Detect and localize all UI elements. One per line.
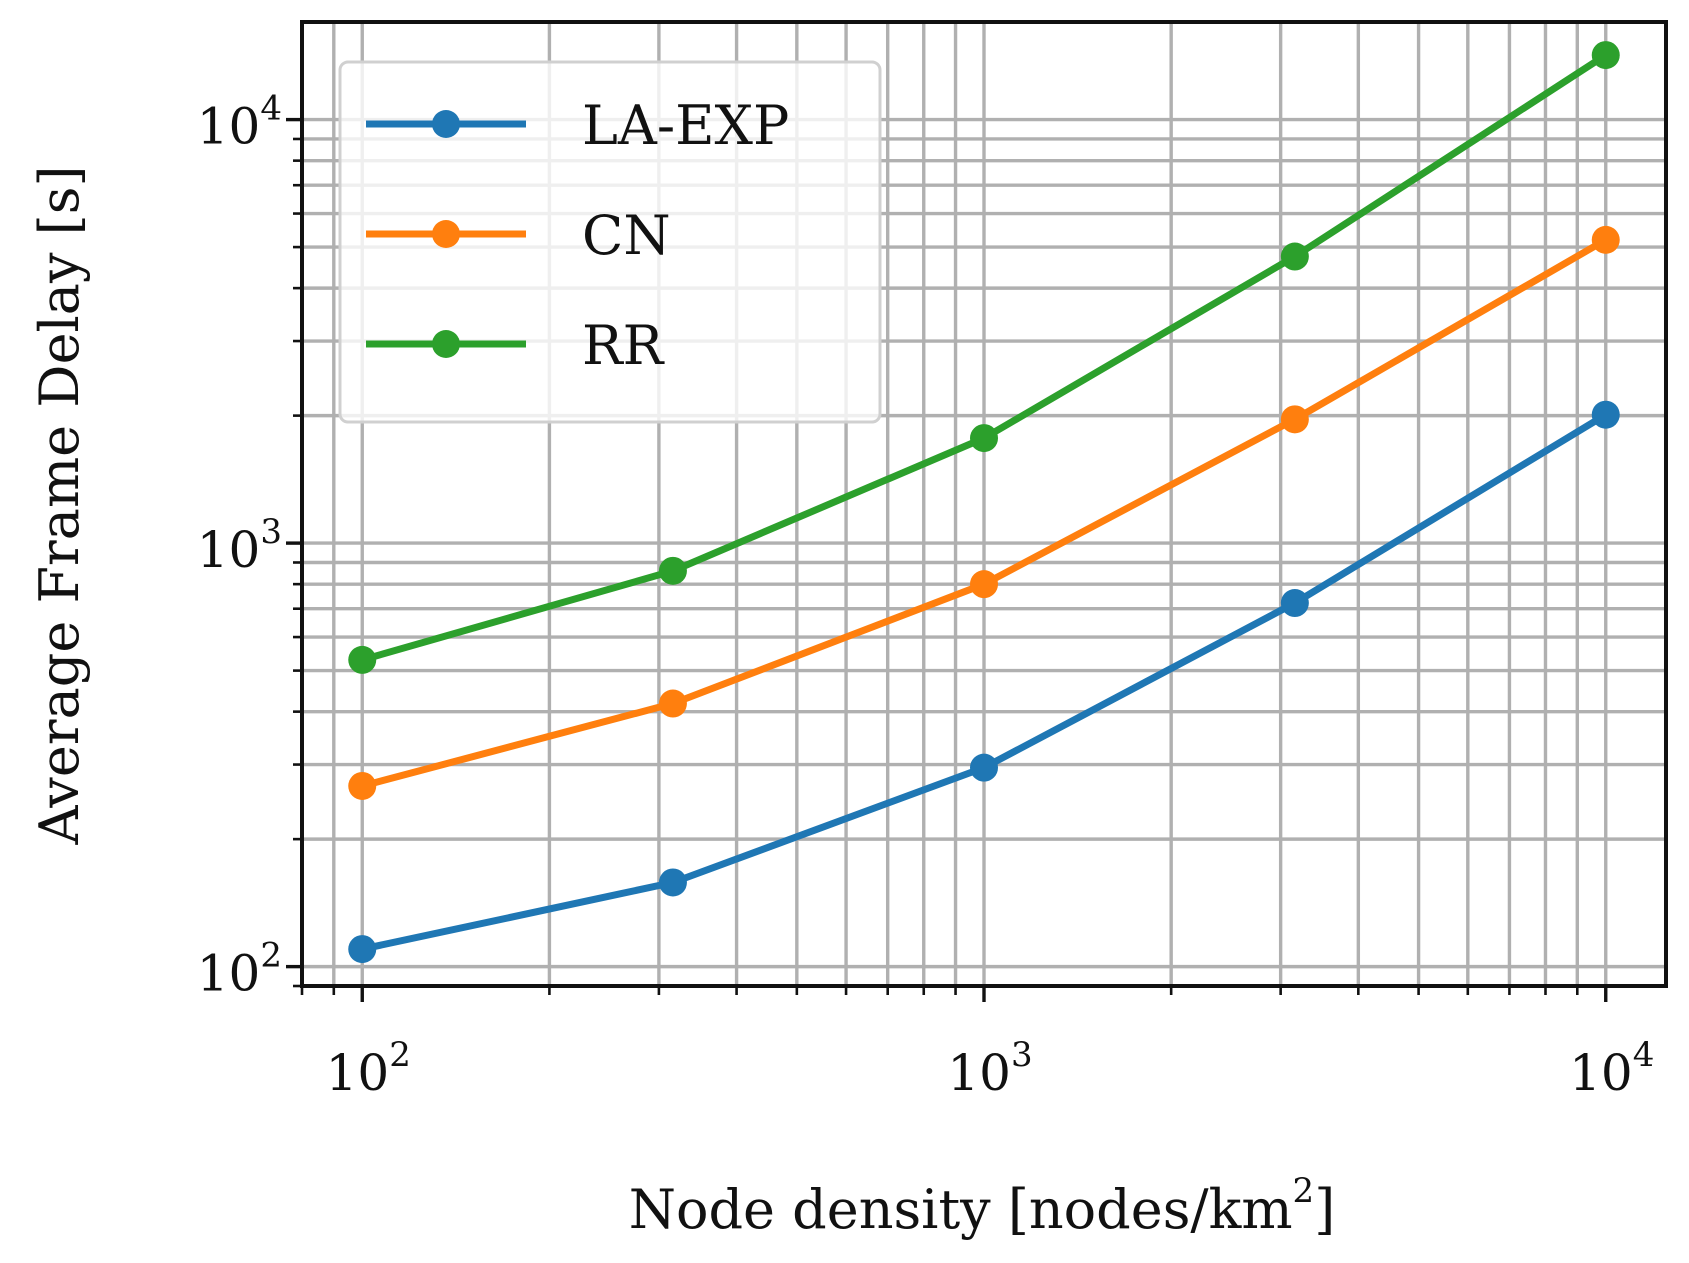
data-point-la-exp <box>348 935 377 964</box>
axis-titles: Node density [nodes/km2] Average Frame D… <box>28 165 1335 1241</box>
data-point-la-exp <box>1280 589 1309 618</box>
y-axis-title: Average Frame Delay [s] <box>28 165 91 845</box>
legend-marker-la-exp <box>432 110 460 138</box>
legend-label-rr: RR <box>582 314 665 377</box>
data-series <box>348 41 1620 964</box>
data-point-cn <box>1591 225 1620 254</box>
data-point-rr <box>348 645 377 674</box>
legend: LA-EXP CN RR <box>338 60 882 424</box>
data-point-la-exp <box>970 753 998 782</box>
data-point-la-exp <box>1591 400 1620 429</box>
data-point-rr <box>1280 242 1309 271</box>
data-point-rr <box>970 424 998 453</box>
data-point-cn <box>970 570 998 599</box>
y-tick-label: 102 <box>197 936 282 1003</box>
data-point-cn <box>1280 405 1309 434</box>
legend-marker-cn <box>432 220 460 248</box>
x-tick-label: 102 <box>326 1035 411 1102</box>
data-point-cn <box>658 689 687 718</box>
y-tick-label: 104 <box>197 89 282 156</box>
x-tick-label: 104 <box>1569 1035 1654 1102</box>
axes: 102 103 104 102 103 104 <box>197 20 1668 1102</box>
data-point-cn <box>348 771 377 800</box>
legend-label-cn: CN <box>582 204 671 267</box>
data-point-rr <box>658 556 687 585</box>
legend-box <box>338 60 882 424</box>
legend-label-la-exp: LA-EXP <box>582 94 789 157</box>
data-point-rr <box>1591 41 1620 70</box>
x-axis-title: Node density [nodes/km2] <box>629 1171 1336 1241</box>
legend-marker-rr <box>432 330 460 358</box>
x-tick-label: 103 <box>947 1035 1032 1102</box>
y-tick-label: 103 <box>197 512 282 579</box>
data-point-la-exp <box>658 868 687 897</box>
